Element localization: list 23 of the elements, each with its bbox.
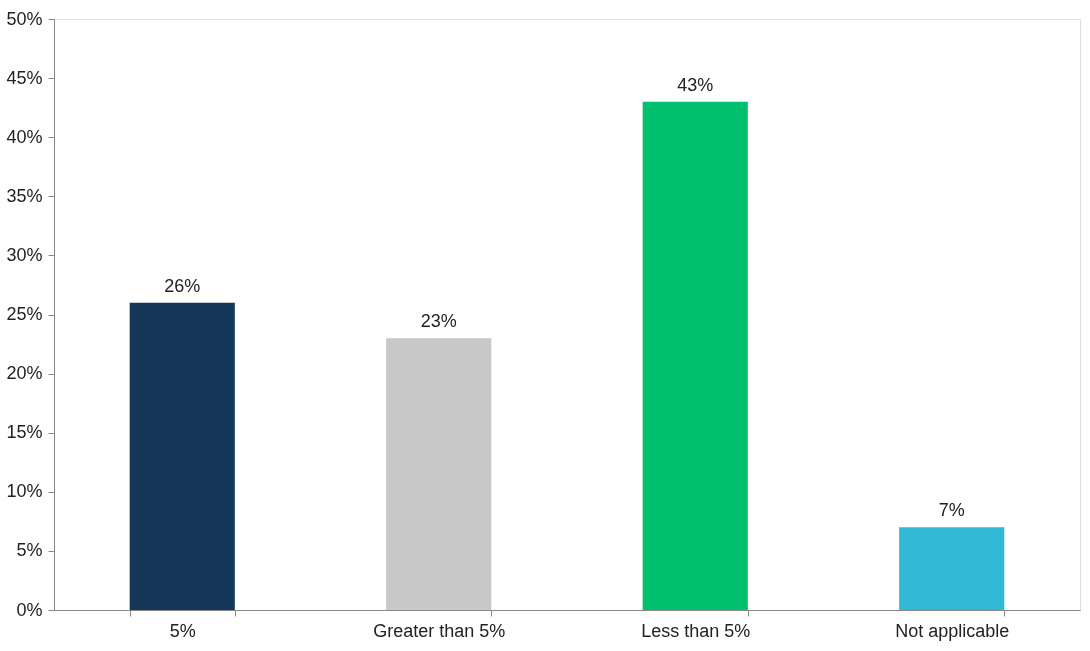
y-tick-label: 35% [6,185,43,206]
data-label: 26% [164,275,201,296]
bar [642,101,748,610]
data-label: 7% [938,500,965,521]
y-tick-label: 40% [6,126,43,147]
y-tick-label: 20% [6,363,43,384]
data-label: 43% [677,74,714,95]
bar [899,527,1005,610]
x-tick-label: Less than 5% [641,620,751,641]
x-tick-label: 5% [169,620,196,641]
y-tick-label: 30% [6,244,43,265]
y-tick-label: 5% [16,540,43,561]
y-tick-label: 15% [6,422,43,443]
x-tick-label: Greater than 5% [373,620,506,641]
y-tick-label: 25% [6,304,43,324]
y-tick-label: 10% [6,481,43,502]
data-label: 23% [420,311,457,332]
y-tick-label: 50% [6,8,43,29]
bar [129,302,235,610]
y-tick-label: 0% [16,599,43,620]
bar [386,338,492,610]
x-tick-label: Not applicable [895,620,1010,641]
y-tick-label: 45% [6,67,43,88]
